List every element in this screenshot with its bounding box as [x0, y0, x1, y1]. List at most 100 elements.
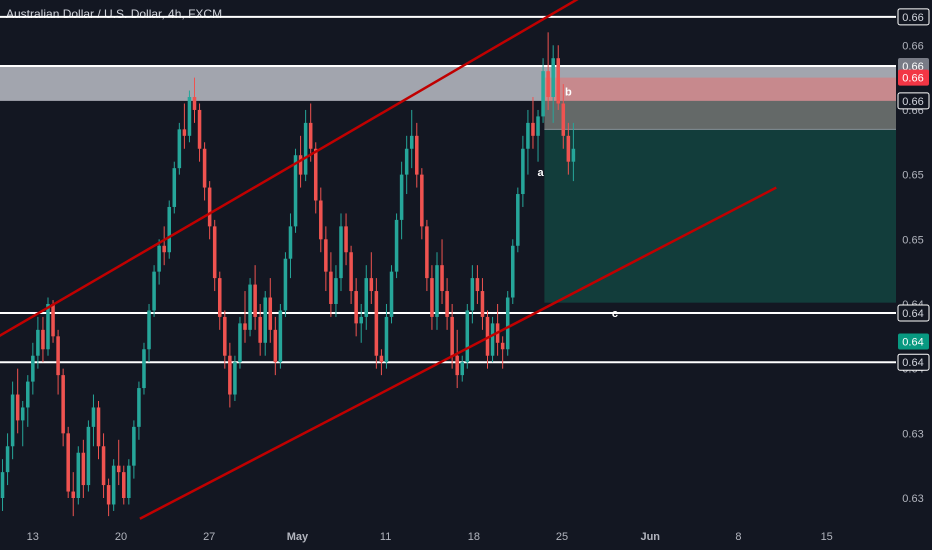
price-tick-label: 0.65 [902, 234, 923, 246]
candle-body [36, 329, 40, 356]
candle-body [394, 219, 399, 272]
candle-body [127, 465, 131, 499]
candle-body [485, 316, 490, 356]
candle-body [298, 155, 303, 175]
wave-label-b: b [565, 87, 572, 99]
candle-body [182, 129, 187, 136]
price-badge [897, 8, 930, 26]
candle-body [369, 278, 374, 292]
price-badge [898, 69, 929, 86]
price-badge-label: 0.66 [902, 96, 923, 108]
candle-body [359, 316, 363, 324]
candle-body [344, 226, 348, 253]
candle-body [76, 452, 81, 499]
candle-body [177, 129, 182, 169]
candle-body [313, 148, 318, 201]
channel-upper-line [0, 0, 579, 338]
candle-body [319, 200, 323, 240]
candle-body [41, 329, 45, 350]
time-tick-label: 8 [735, 531, 741, 543]
time-tick-label: Jun [640, 531, 660, 543]
time-tick-label: 13 [27, 531, 39, 543]
candle-body [248, 284, 252, 330]
candle-body [374, 291, 379, 356]
candle-body [132, 426, 136, 466]
candles-layer [0, 32, 576, 517]
candle-body [26, 381, 30, 408]
candle-body [0, 472, 5, 499]
candle-body [329, 271, 333, 304]
candle-body [56, 336, 60, 376]
channel-layer [0, 0, 777, 520]
candle-body [202, 148, 207, 188]
candle-body [379, 355, 384, 363]
candle-body [415, 135, 419, 175]
candle-body [212, 226, 217, 279]
price-badge-label: 0.64 [902, 357, 923, 369]
candle-body [389, 271, 394, 317]
time-tick-label: 25 [556, 531, 568, 543]
price-badge-label: 0.66 [902, 73, 923, 85]
price-tick-label: 0.63 [902, 493, 923, 505]
candle-body [172, 168, 177, 207]
candle-body [162, 245, 166, 253]
candle-body [455, 355, 459, 376]
candle-body [536, 116, 540, 136]
candle-body [192, 97, 197, 110]
time-axis[interactable]: 13 20 27 May 11 18 25 Jun 8 15 [27, 531, 833, 543]
candle-body [15, 394, 20, 421]
candle-body [81, 452, 86, 486]
candle-body [278, 310, 283, 363]
candle-body [460, 362, 465, 376]
candle-body [425, 226, 429, 279]
candle-body [556, 58, 561, 104]
candle-body [303, 122, 308, 175]
candle-body [116, 465, 121, 473]
candle-body [551, 58, 555, 98]
candle-body [531, 122, 535, 136]
candle-body [187, 97, 192, 136]
candle-body [521, 148, 525, 195]
candle-body [137, 388, 141, 427]
candle-body [561, 103, 566, 136]
candle-body [5, 446, 10, 473]
candle-body [435, 265, 439, 317]
wave-labels-layer: a b c [538, 87, 618, 320]
time-tick-label: 20 [115, 531, 127, 543]
candle-body [121, 472, 126, 499]
candle-body [91, 407, 96, 427]
candle-body [364, 278, 369, 317]
candle-body [420, 174, 424, 227]
candle-body [541, 71, 545, 117]
candle-body [243, 323, 247, 330]
channel-lower-line [139, 186, 777, 520]
wave-label-c: c [612, 308, 618, 320]
candle-body [111, 465, 116, 505]
candle-body [96, 407, 101, 447]
candle-body [505, 297, 510, 350]
candle-body [293, 155, 298, 227]
price-axis[interactable]: 0.63 0.63 0.64 0.64 0.65 0.65 0.66 0.66 0.66 0.66… [897, 8, 930, 505]
candle-body [500, 342, 505, 350]
candle-body [142, 349, 146, 389]
candle-body [470, 278, 475, 311]
price-badge-label: 0.64 [902, 336, 923, 348]
candle-body [51, 303, 55, 337]
candle-body [475, 278, 480, 292]
candle-body [31, 355, 35, 382]
price-tick-label: 0.63 [902, 428, 923, 440]
candle-body [268, 297, 273, 330]
time-tick-label: 15 [821, 531, 833, 543]
candle-body [46, 303, 50, 350]
candle-body [445, 291, 449, 317]
candle-body [308, 122, 313, 149]
entry-band [544, 100, 896, 130]
candle-body [152, 271, 156, 311]
candle-body [253, 284, 257, 317]
candle-body [526, 122, 530, 149]
candle-body [510, 245, 515, 298]
zones-layer [0, 65, 896, 303]
candle-body [71, 491, 76, 499]
wave-label-a: a [538, 167, 545, 179]
